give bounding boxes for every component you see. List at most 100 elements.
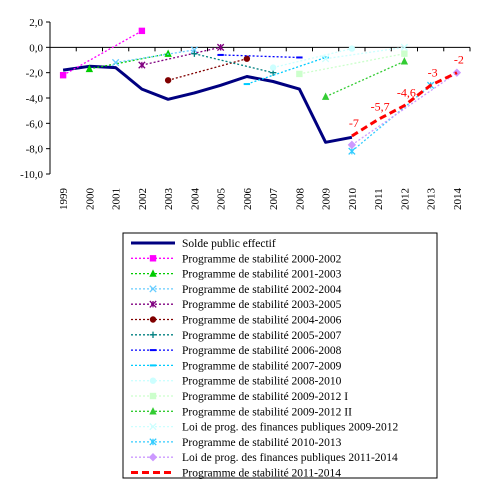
series-line: [246, 56, 326, 85]
legend-item: Programme de stabilité 2006-2008: [131, 345, 342, 357]
data-labels: -7 -5,7 -4,6 -3 -2: [349, 53, 464, 130]
series-line: [220, 54, 300, 59]
series-5: [164, 55, 251, 84]
legend-label: Programme de stabilité 2010-2013: [182, 437, 342, 449]
series-14: [347, 68, 462, 150]
series-line: [194, 53, 274, 74]
x-tick-label: 2003: [163, 188, 175, 211]
series-15: [351, 71, 458, 138]
data-point: [138, 27, 146, 35]
legend-item: Programme de stabilité 2004-2006: [131, 315, 342, 327]
data-point: [191, 50, 198, 57]
legend-label: Programme de stabilité 2006-2008: [182, 345, 342, 357]
legend-item: Programme de stabilité 2009-2012 II: [131, 406, 352, 418]
legend-box: [122, 232, 438, 479]
axes: [46, 21, 471, 175]
x-tick-label: 2000: [84, 188, 96, 211]
series-4: [138, 43, 225, 69]
legend-item: Programme de stabilité 2000-2002: [131, 253, 342, 265]
legend-label: Programme de stabilité 2007-2009: [182, 360, 342, 372]
data-point: [111, 58, 120, 67]
legend-label: Programme de stabilité 2000-2002: [182, 253, 342, 265]
series-line: [351, 71, 458, 138]
series-2: [85, 49, 172, 73]
legend-label: Programme de stabilité 2002-2004: [182, 284, 342, 296]
series-line: [62, 64, 353, 144]
legend-item: Programme de stabilité 2010-2013: [131, 437, 342, 449]
series-line: [89, 53, 169, 70]
data-point: [164, 49, 172, 57]
series-line: [351, 72, 458, 146]
x-tick-label: 2012: [399, 188, 411, 210]
data-point: [321, 55, 330, 63]
data-point: [59, 72, 67, 79]
legend-label: Programme de stabilité 2003-2005: [182, 299, 342, 311]
legend-swatch-marker: [149, 392, 157, 400]
y-tick-label: -4,0: [26, 93, 44, 105]
data-point: [400, 57, 409, 65]
legend-swatch-marker: [149, 422, 157, 431]
legend-swatch-marker: [149, 269, 157, 277]
series-11: [321, 57, 409, 100]
data-label: -2: [454, 53, 464, 67]
data-point: [348, 45, 356, 52]
series-line: [351, 84, 432, 152]
y-tick-label: 0,0: [29, 42, 43, 54]
y-tick-labels: 2,0 0,0 -2,0 -4,0 -6,0 -8,0 -10,0: [20, 17, 43, 181]
data-point: [138, 61, 146, 69]
x-tick-label: 2010: [347, 188, 359, 211]
data-point: [190, 46, 199, 54]
legend-swatch-marker: [149, 438, 157, 446]
data-point: [401, 50, 408, 57]
series-line: [325, 46, 405, 60]
legend-label: Programme de stabilité 2008-2010: [182, 376, 342, 388]
legend-item: Solde public effectif: [131, 238, 276, 250]
legend-label: Programme de stabilité 2011-2014: [182, 468, 341, 480]
x-tick-label: 1999: [58, 188, 70, 211]
series-line: [167, 58, 248, 81]
y-tick-label: -6,0: [26, 118, 44, 130]
legend-swatch-marker: [149, 407, 157, 415]
data-point: [243, 55, 251, 62]
legend-item: Loi de prog. des finances publiques 2011…: [131, 452, 398, 464]
x-tick-label: 2011: [373, 188, 385, 210]
legend-item: Programme de stabilité 2009-2012 I: [131, 391, 348, 403]
x-tick-label: 2001: [111, 188, 123, 210]
legend-label: Loi de prog. des finances publiques 2009…: [182, 422, 398, 434]
data-point: [164, 77, 172, 84]
data-point: [216, 43, 225, 51]
legend-swatch-marker: [148, 453, 158, 462]
series-3: [111, 46, 199, 67]
x-tick-label: 2004: [189, 188, 201, 211]
series-line: [272, 47, 353, 69]
legend-item: Programme de stabilité 2011-2014: [131, 468, 341, 480]
x-tick-label: 2006: [242, 188, 254, 211]
legend-swatch-marker: [149, 255, 157, 262]
series-6: [191, 50, 277, 76]
data-point: [400, 43, 409, 51]
series-10: [296, 50, 408, 78]
legend-swatch-marker: [149, 316, 157, 323]
y-tick-label: -10,0: [20, 169, 43, 181]
y-tick-label: -8,0: [26, 144, 44, 156]
data-label: -4,6: [397, 86, 416, 100]
legend-swatch-marker: [149, 377, 157, 384]
x-tick-label: 2009: [321, 188, 333, 211]
data-point: [296, 70, 303, 78]
data-point: [269, 64, 277, 71]
legend-item: Programme de stabilité 2005-2007: [131, 330, 342, 342]
legend-label: Programme de stabilité 2004-2006: [182, 315, 342, 327]
series-line: [141, 46, 221, 66]
y-tick-label: -2,0: [26, 68, 44, 80]
series-lines: [59, 27, 462, 155]
x-tick-label: 2002: [137, 188, 149, 210]
data-label: -7: [349, 116, 359, 130]
series-line: [299, 53, 405, 75]
x-tick-label: 2005: [216, 188, 228, 211]
data-point: [321, 92, 330, 100]
x-tick-label: 2014: [452, 188, 464, 211]
legend-item: Programme de stabilité 2003-2005: [131, 299, 342, 311]
legend-label: Programme de stabilité 2005-2007: [182, 330, 342, 342]
series-12: [321, 43, 409, 63]
